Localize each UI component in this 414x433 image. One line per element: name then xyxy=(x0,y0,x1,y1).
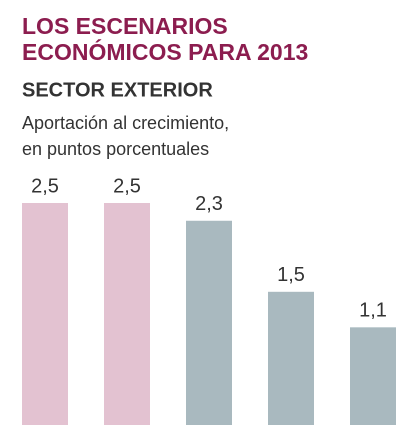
value-label: 1,1 xyxy=(359,300,387,322)
bar xyxy=(186,220,232,425)
value-label: 2,3 xyxy=(195,193,223,215)
chart-title: LOS ESCENARIOS xyxy=(22,13,228,39)
chart-description: Aportación al crecimiento, xyxy=(22,113,229,133)
bar xyxy=(268,291,314,425)
chart-description: en puntos porcentuales xyxy=(22,139,209,159)
bar xyxy=(22,203,68,425)
chart-subtitle: SECTOR EXTERIOR xyxy=(22,79,213,101)
value-label: 2,5 xyxy=(113,175,141,197)
bar xyxy=(350,327,396,425)
chart-title: ECONÓMICOS PARA 2013 xyxy=(22,38,308,65)
value-label: 1,5 xyxy=(277,264,305,286)
value-label: 2,5 xyxy=(31,175,59,197)
bar xyxy=(104,203,150,425)
